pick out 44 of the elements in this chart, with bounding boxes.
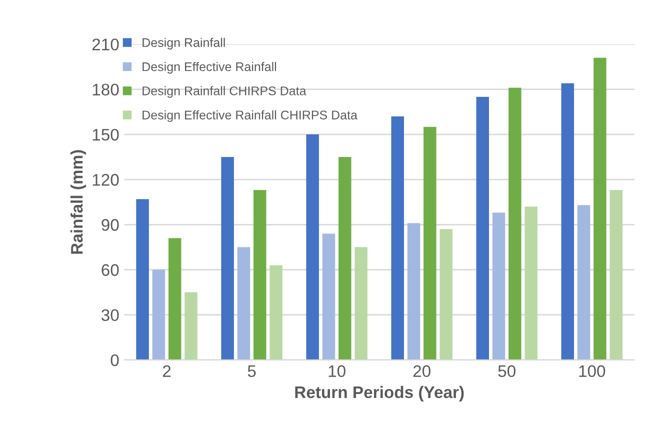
bar xyxy=(492,212,506,360)
bar xyxy=(136,199,149,360)
x-tick-label: 100 xyxy=(579,365,606,378)
y-tick-label: 0 xyxy=(110,354,119,366)
bar xyxy=(476,96,489,360)
bar xyxy=(306,134,319,360)
legend-label: Design Rainfall xyxy=(142,38,225,50)
y-tick-label: 120 xyxy=(92,174,119,186)
bar xyxy=(561,83,574,360)
bar xyxy=(253,190,266,360)
x-tick-label: 50 xyxy=(498,365,516,378)
y-tick-label: 30 xyxy=(102,309,119,322)
bar xyxy=(354,247,368,360)
bar xyxy=(338,156,352,360)
legend-label: Design Effective Rainfall CHIRPS Data xyxy=(142,110,358,122)
y-tick-label: 150 xyxy=(92,128,119,141)
x-tick-label: 2 xyxy=(162,365,171,377)
x-tick-label: 20 xyxy=(413,365,430,378)
x-tick-label: 10 xyxy=(328,365,346,378)
bar xyxy=(610,190,622,360)
bar xyxy=(184,292,198,360)
x-tick-label: 5 xyxy=(248,365,256,378)
bar xyxy=(594,58,606,360)
y-axis-title: Rainfall (mm) xyxy=(70,150,86,254)
y-tick-label: 60 xyxy=(102,264,119,276)
y-tick-label: 180 xyxy=(92,84,119,96)
legend-label: Design Effective Rainfall xyxy=(142,62,276,74)
bar xyxy=(407,223,420,360)
bar xyxy=(322,234,336,360)
y-tick-label: 90 xyxy=(102,219,119,231)
bar xyxy=(508,88,522,360)
bar xyxy=(524,206,538,360)
bar xyxy=(237,247,250,360)
legend-label: Design Rainfall CHIRPS Data xyxy=(142,86,306,98)
bar xyxy=(270,265,282,360)
bar xyxy=(577,205,590,360)
bar xyxy=(391,116,404,360)
bar xyxy=(440,229,452,360)
y-tick-label: 210 xyxy=(92,38,119,50)
bar xyxy=(221,156,234,360)
bar xyxy=(152,270,166,360)
bar xyxy=(424,126,436,360)
x-axis-title: Return Periods (Year) xyxy=(295,386,464,402)
bar xyxy=(168,238,182,360)
